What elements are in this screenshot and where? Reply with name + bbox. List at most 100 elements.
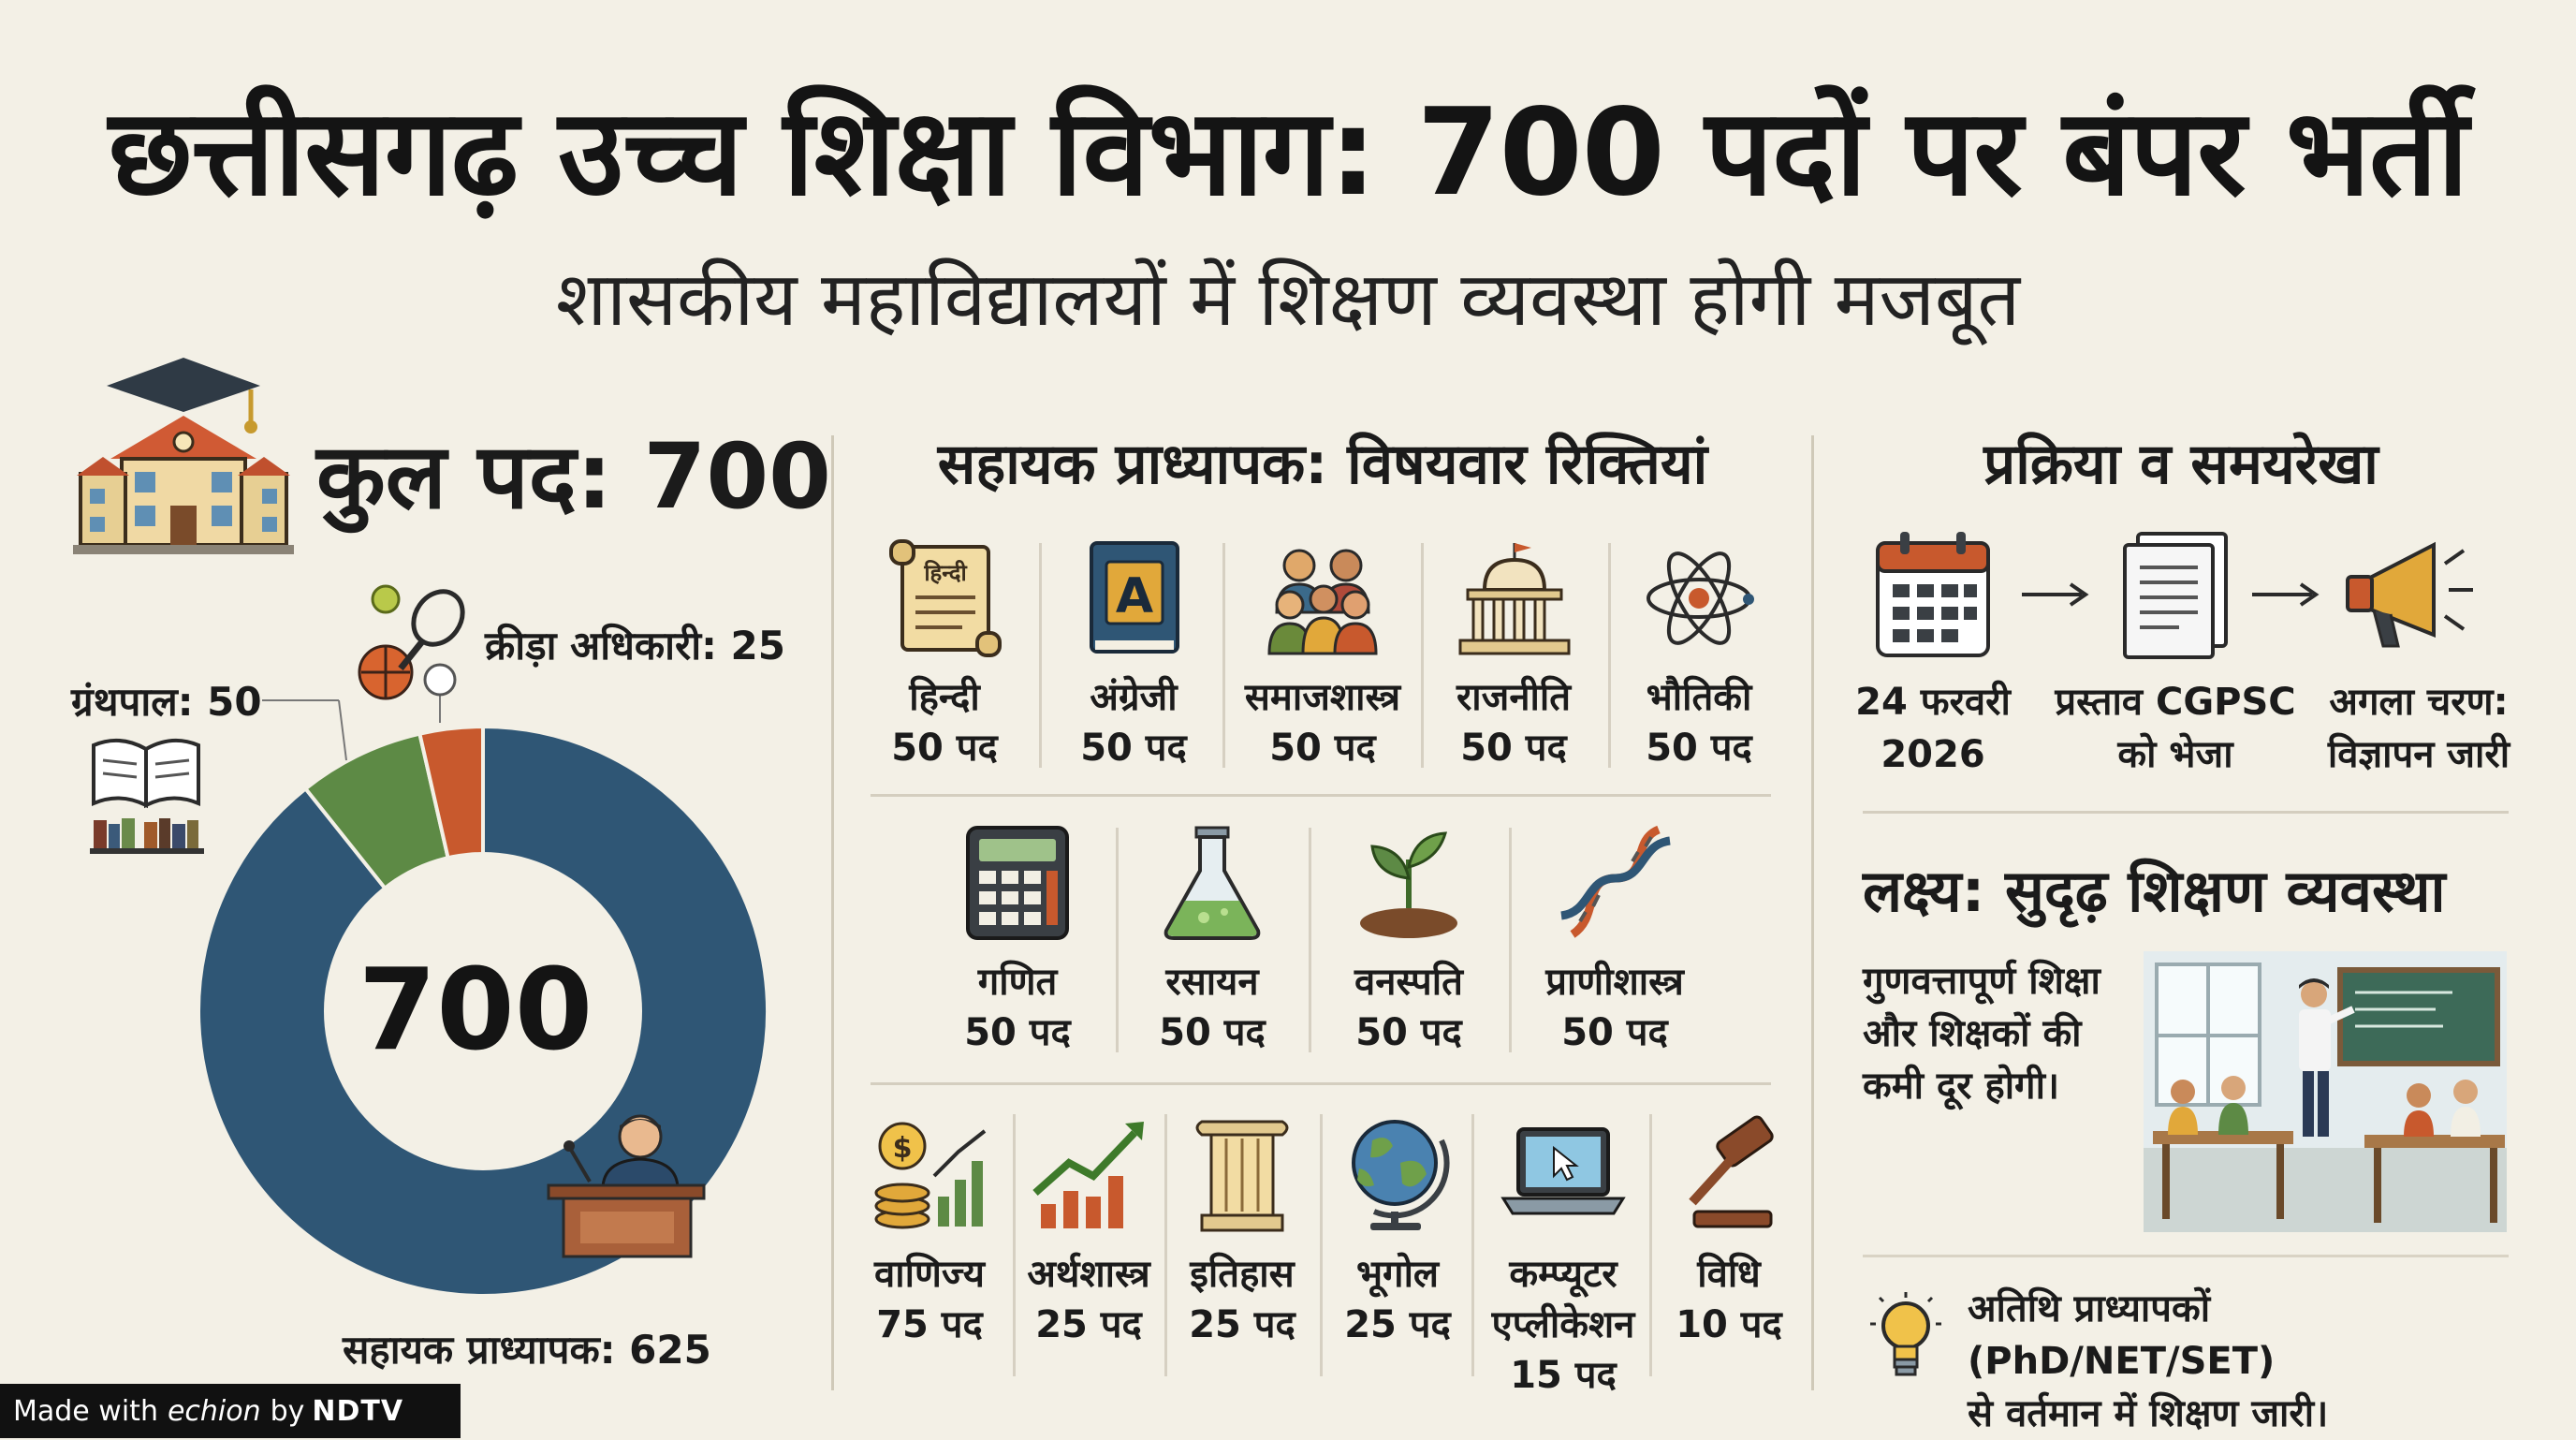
professor-podium-icon [543, 1112, 708, 1262]
flask-icon [1164, 826, 1261, 940]
subject-botany: वनस्पति 50 पद [1320, 822, 1498, 1058]
goal-line-3: कमी दूर होगी। [1863, 1065, 2060, 1108]
timeline-step-proposal-line1: प्रस्ताव CGPSC [2055, 681, 2296, 724]
subject-vacancies-heading: सहायक प्राध्यापक: विषयवार रिक्तियां [937, 432, 1708, 497]
subject-history: इतिहास 25 पद [1153, 1114, 1331, 1350]
parliament-icon [1458, 543, 1571, 655]
note-line-2: से वर्तमान में शिक्षण जारी। [1968, 1392, 2329, 1435]
footer-made-with: Made with [13, 1394, 158, 1428]
subject-count: 50 पद [1561, 1011, 1668, 1054]
subject-chemistry: रसायन 50 पद [1123, 822, 1301, 1058]
timeline-step-next-line1: अगला चरण: [2329, 681, 2509, 724]
subject-economics: अर्थशास्त्र 25 पद [1000, 1114, 1178, 1350]
right-divider-1 [1863, 811, 2509, 814]
cell-divider [1309, 828, 1311, 1052]
subject-count: 50 पद [1460, 727, 1567, 770]
footer-credit-badge: Made with echion by NDTV [0, 1384, 461, 1438]
subject-name: प्राणीशास्त्र [1545, 961, 1684, 1004]
subject-commerce: $ वाणिज्य 75 पद [841, 1114, 1018, 1350]
subject-name: वनस्पति [1354, 961, 1463, 1004]
subject-physics: भौतिकी 50 पद [1610, 537, 1788, 773]
svg-text:$: $ [893, 1132, 913, 1165]
growth-chart-icon [1032, 1122, 1144, 1228]
arrow-right-icon-2 [2250, 580, 2321, 612]
scroll-icon: हिन्दी [889, 539, 1002, 657]
column-divider-right [1811, 435, 1814, 1390]
cell-divider [1509, 828, 1512, 1052]
sprout-icon [1360, 831, 1457, 938]
page-title: छत्तीसगढ़ उच्च शिक्षा विभाग: 700 पदों पर… [108, 83, 2468, 223]
cell-divider [1320, 1114, 1323, 1376]
document-icon [2119, 530, 2232, 665]
goal-line-1: गुणवत्तापूर्ण शिक्षा [1863, 960, 2100, 1003]
footer-brand: echion [167, 1394, 261, 1428]
subject-count: 50 पद [891, 727, 998, 770]
timeline-step-date: 24 फरवरी 2026 [1835, 676, 2031, 781]
timeline-step-next: अगला चरण: विज्ञापन जारी [2305, 676, 2533, 781]
calendar-icon [1872, 530, 1994, 665]
subject-count: 50 पद [1355, 1011, 1462, 1054]
guest-faculty-note: अतिथि प्राध्यापकों (PhD/NET/SET) से वर्त… [1968, 1283, 2529, 1440]
donut-hole [324, 852, 642, 1170]
footer-by: by [270, 1394, 305, 1428]
donut-center-value: 700 [359, 946, 593, 1076]
cell-divider [1013, 1114, 1016, 1376]
subject-count: 15 पद [1510, 1354, 1617, 1397]
subject-count: 50 पद [1159, 1011, 1266, 1054]
process-timeline-heading: प्रक्रिया व समयरेखा [1983, 432, 2378, 497]
classroom-illustration [2144, 951, 2507, 1236]
goal-line-2: और शिक्षकों की [1863, 1012, 2082, 1055]
column-divider-left [831, 435, 834, 1390]
subject-hindi: हिन्दी हिन्दी 50 पद [856, 537, 1033, 773]
calculator-icon [966, 826, 1069, 940]
timeline-step-date-line1: 24 फरवरी [1855, 681, 2011, 724]
subject-geography: भूगोल 25 पद [1309, 1114, 1486, 1350]
goal-description: गुणवत्तापूर्ण शिक्षा और शिक्षकों की कमी … [1863, 955, 2144, 1112]
subject-name: भूगोल [1355, 1253, 1440, 1296]
posts-donut-chart: 700 [197, 693, 769, 1298]
subject-name: समाजशास्त्र [1244, 676, 1401, 719]
subject-sociology: समाजशास्त्र 50 पद [1234, 537, 1412, 773]
subject-name: अंग्रेजी [1090, 676, 1178, 719]
total-posts-label: कुल पद: 700 [316, 424, 831, 529]
row-divider-1 [871, 794, 1771, 797]
people-group-icon [1267, 549, 1378, 655]
coins-chart-icon: $ [874, 1122, 987, 1229]
subject-name-line-2: एप्लीकेशन [1491, 1303, 1635, 1346]
subject-name: विधि [1697, 1253, 1761, 1296]
subject-law: विधि 10 पद [1640, 1114, 1818, 1350]
subject-name: कम्प्यूटर [1509, 1253, 1617, 1296]
lightbulb-icon [1868, 1290, 1943, 1388]
timeline-step-next-line2: विज्ञापन जारी [2327, 733, 2510, 776]
subject-computer-application: कम्प्यूटर एप्लीकेशन 15 पद [1471, 1114, 1655, 1401]
dna-icon [1560, 825, 1671, 938]
subject-count: 50 पद [1646, 727, 1752, 770]
cell-divider [1649, 1114, 1652, 1376]
subject-zoology: प्राणीशास्त्र 50 पद [1526, 822, 1704, 1058]
subject-mathematics: गणित 50 पद [929, 822, 1106, 1058]
subject-political-science: राजनीति 50 पद [1425, 537, 1603, 773]
globe-icon [1352, 1120, 1450, 1230]
subject-count: 50 पद [1080, 727, 1187, 770]
library-books-icon [86, 732, 208, 858]
timeline-step-proposal: प्रस्ताव CGPSC को भेजा [2050, 676, 2301, 781]
book-icon: A [1090, 541, 1179, 654]
subject-name: भौतिकी [1646, 676, 1752, 719]
subject-count: 25 पद [1344, 1303, 1451, 1346]
cell-divider [1039, 543, 1042, 768]
subject-english: A अंग्रेजी 50 पद [1045, 537, 1222, 773]
cell-divider [1471, 1114, 1474, 1376]
note-line-1: अतिथि प्राध्यापकों (PhD/NET/SET) [1968, 1287, 2276, 1383]
subject-name: गणित [977, 961, 1058, 1004]
subject-name: इतिहास [1190, 1253, 1295, 1296]
row-divider-2 [871, 1082, 1771, 1085]
cell-divider [1116, 828, 1119, 1052]
megaphone-icon [2340, 530, 2481, 665]
right-divider-2 [1863, 1255, 2509, 1257]
pillar-icon [1195, 1120, 1289, 1232]
laptop-icon [1500, 1127, 1626, 1215]
atom-icon [1647, 551, 1754, 645]
cell-divider [1421, 543, 1424, 768]
librarian-label: ग्रंथपाल: 50 [71, 679, 262, 725]
subject-count: 50 पद [964, 1011, 1071, 1054]
